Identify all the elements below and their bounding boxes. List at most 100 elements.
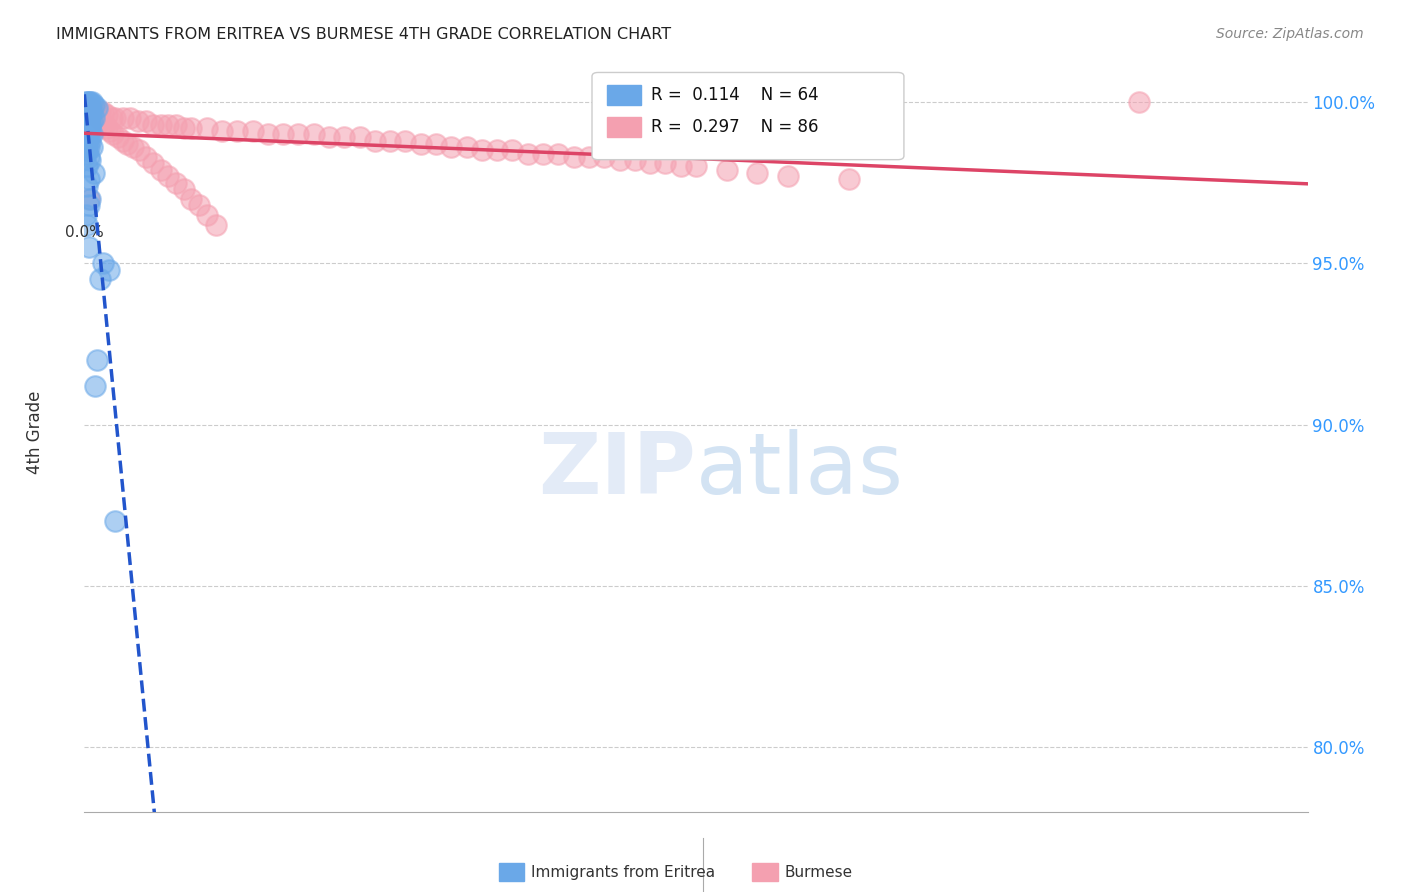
Point [80, 95, 103, 109]
Point [77, 140, 100, 154]
Point [578, 150, 600, 164]
Point [205, 218, 228, 232]
Point [90, 114, 112, 128]
Point [120, 111, 142, 125]
Text: ZIP: ZIP [538, 429, 696, 512]
Point [135, 114, 157, 128]
Point [486, 144, 509, 158]
Point [76, 101, 98, 115]
Point [76, 124, 98, 138]
Point [84, 379, 107, 393]
Point [77, 101, 100, 115]
Point [349, 130, 371, 145]
Point [180, 192, 202, 206]
Point [76, 118, 98, 132]
Point [77, 124, 100, 138]
Point [547, 146, 569, 161]
Point [96, 108, 118, 122]
Point [76, 136, 98, 151]
Point [83, 166, 105, 180]
Point [83, 111, 105, 125]
Point [77, 240, 100, 254]
Point [173, 182, 195, 196]
Point [128, 144, 150, 158]
Point [75, 146, 97, 161]
Point [122, 140, 145, 154]
Point [1128, 95, 1150, 109]
Point [79, 98, 101, 112]
Point [609, 153, 631, 167]
Point [77, 120, 100, 135]
Point [77, 104, 100, 119]
Point [157, 118, 180, 132]
Point [76, 95, 98, 109]
Point [165, 118, 187, 132]
Point [75, 114, 97, 128]
Point [107, 130, 129, 145]
Point [103, 127, 125, 141]
Point [104, 514, 127, 528]
Point [149, 118, 172, 132]
Point [562, 150, 585, 164]
Point [76, 218, 98, 232]
Point [76, 108, 98, 122]
Point [516, 146, 538, 161]
Point [86, 101, 108, 115]
Point [142, 118, 165, 132]
Point [77, 108, 100, 122]
Point [111, 111, 134, 125]
Point [75, 98, 97, 112]
Point [75, 120, 97, 135]
Point [318, 130, 340, 145]
Point [242, 124, 264, 138]
Point [287, 127, 309, 141]
Point [195, 120, 218, 135]
Point [79, 101, 101, 115]
Point [76, 144, 98, 158]
Point [654, 156, 676, 170]
Point [83, 104, 105, 119]
Point [76, 114, 98, 128]
Point [77, 95, 100, 109]
Point [104, 111, 127, 125]
Point [79, 118, 101, 132]
Text: atlas: atlas [696, 429, 904, 512]
Point [89, 104, 111, 119]
Point [157, 169, 180, 183]
Point [188, 198, 211, 212]
Point [76, 98, 98, 112]
Point [593, 150, 616, 164]
Point [747, 166, 769, 180]
Point [257, 127, 280, 141]
Bar [606, 117, 641, 137]
Point [84, 108, 107, 122]
Point [115, 136, 138, 151]
Point [76, 98, 98, 112]
Text: 0.0%: 0.0% [65, 225, 104, 240]
Text: IMMIGRANTS FROM ERITREA VS BURMESE 4TH GRADE CORRELATION CHART: IMMIGRANTS FROM ERITREA VS BURMESE 4TH G… [56, 27, 672, 42]
Bar [606, 86, 641, 105]
Point [195, 208, 218, 222]
Point [409, 136, 432, 151]
Point [165, 176, 187, 190]
Point [80, 104, 103, 119]
Point [75, 134, 97, 148]
Point [149, 162, 172, 177]
Point [226, 124, 249, 138]
Point [75, 127, 97, 141]
Point [80, 114, 103, 128]
Text: 4th Grade: 4th Grade [27, 391, 45, 475]
Point [77, 172, 100, 186]
Point [77, 111, 100, 125]
Point [76, 160, 98, 174]
Point [98, 124, 121, 138]
Point [87, 108, 110, 122]
Point [96, 120, 118, 135]
Text: Burmese: Burmese [785, 865, 852, 880]
Point [79, 192, 101, 206]
Point [86, 353, 108, 368]
Point [91, 256, 114, 270]
Point [77, 150, 100, 164]
Point [101, 111, 124, 125]
Point [471, 144, 494, 158]
